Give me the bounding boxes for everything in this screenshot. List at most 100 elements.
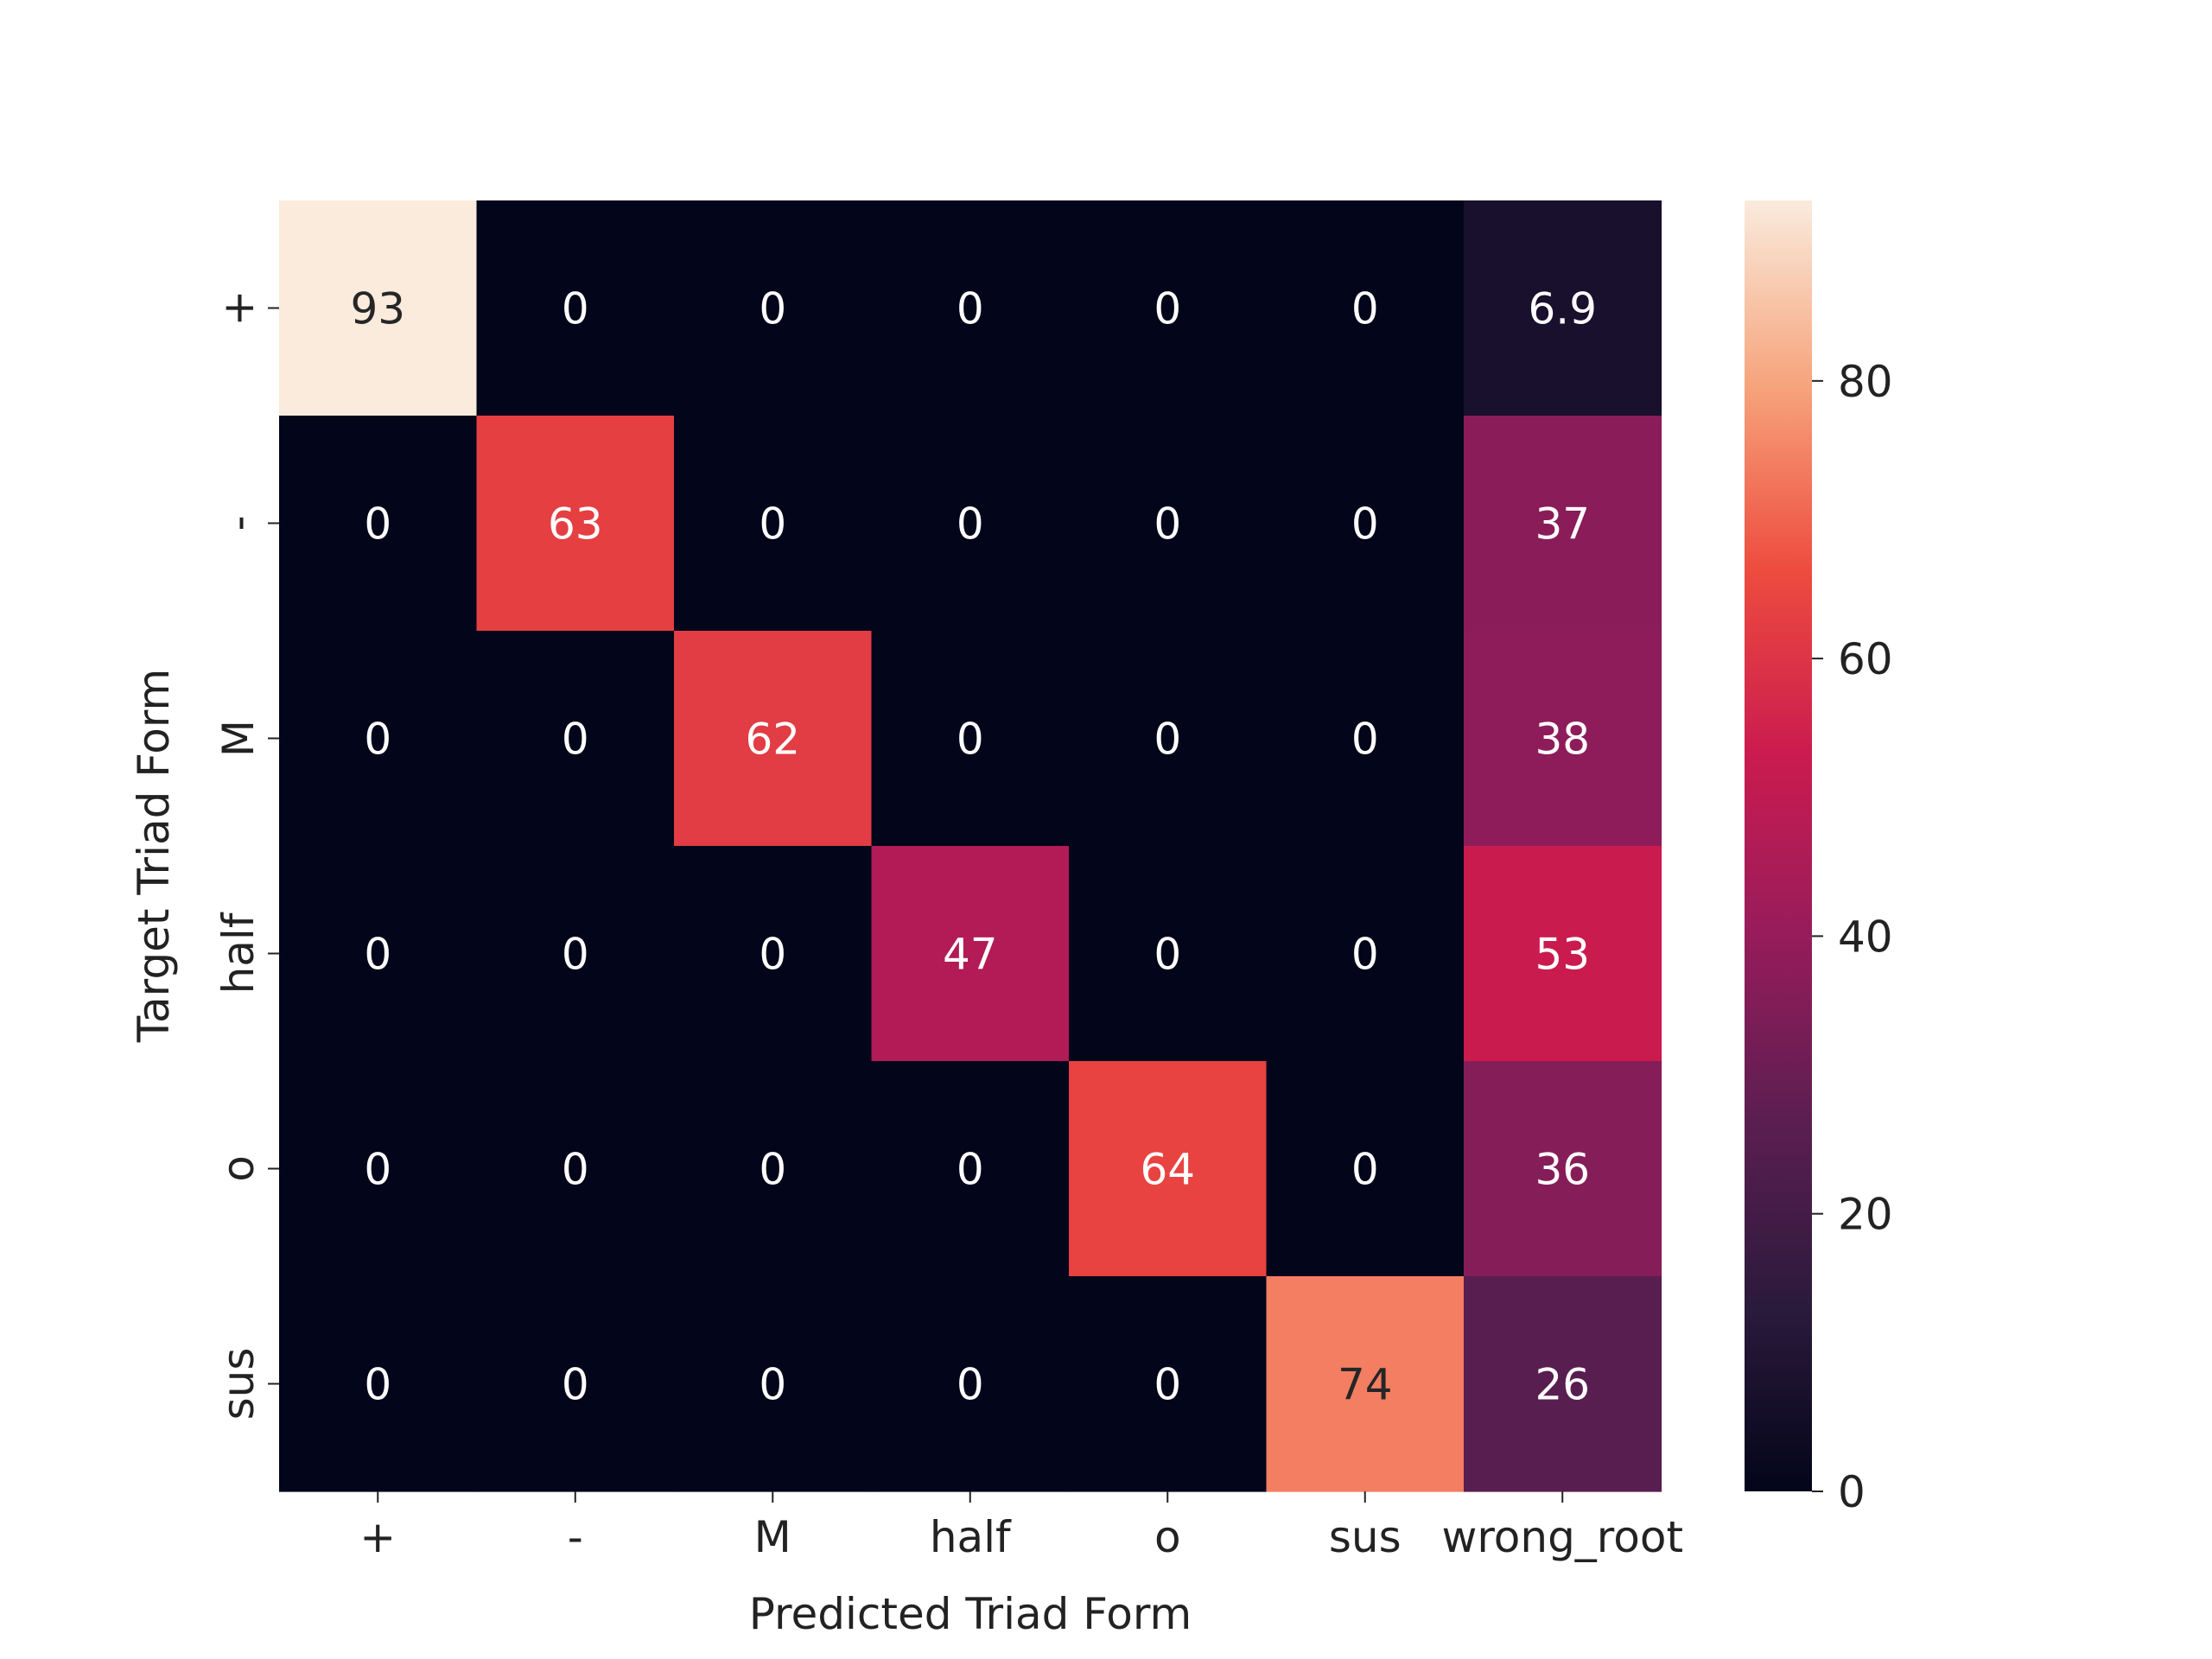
- x-tick-label: M: [754, 1512, 791, 1562]
- cell-annotation: 0: [562, 1145, 589, 1195]
- cell-annotation: 0: [1154, 499, 1181, 550]
- heatmap-cell: [871, 1061, 1070, 1277]
- cell-annotation: 0: [1351, 715, 1379, 765]
- heatmap-cell: [674, 846, 873, 1062]
- heatmap-cell: [674, 416, 873, 632]
- cell-annotation: 0: [759, 1145, 786, 1195]
- cell-annotation: 0: [364, 1360, 391, 1410]
- y-tick-label: -: [213, 515, 264, 531]
- cell-annotation: 0: [1351, 284, 1379, 334]
- cell-annotation: 64: [1140, 1145, 1195, 1195]
- cell-annotation: 0: [364, 715, 391, 765]
- cell-annotation: 26: [1535, 1360, 1590, 1410]
- cell-annotation: 62: [745, 715, 800, 765]
- x-tick-label: +: [359, 1512, 396, 1562]
- heatmap-cell: [1069, 1061, 1268, 1277]
- x-axis-label: Predicted Triad Form: [749, 1589, 1192, 1639]
- cell-annotation: 0: [759, 1360, 786, 1410]
- cell-annotation: 0: [957, 1360, 984, 1410]
- colorbar: 0 20 40 60 80: [1745, 200, 1893, 1517]
- heatmap-cell: [1069, 416, 1268, 632]
- cell-annotation: 0: [957, 499, 984, 550]
- heatmap-cell: [476, 200, 675, 416]
- heatmap-cell: [871, 846, 1070, 1062]
- heatmap-cell: [1266, 200, 1465, 416]
- heatmap-cell: [1464, 200, 1662, 416]
- y-tick-label: o: [213, 1155, 264, 1182]
- heatmap-cell: [871, 200, 1070, 416]
- cell-annotation: 47: [943, 930, 998, 980]
- cell-annotation: 37: [1535, 499, 1590, 550]
- cell-annotation: 0: [364, 1145, 391, 1195]
- x-tick-label: wrong_root: [1441, 1512, 1683, 1562]
- heatmap-cell: [1069, 846, 1268, 1062]
- heatmap-cell: [1266, 846, 1465, 1062]
- heatmap-cell: [476, 846, 675, 1062]
- cell-annotation: 0: [957, 715, 984, 765]
- heatmap-cell: [476, 416, 675, 632]
- cell-annotation: 0: [1351, 930, 1379, 980]
- cell-annotation: 0: [1351, 1145, 1379, 1195]
- y-tick-label: sus: [213, 1348, 264, 1421]
- heatmap-cell: [871, 1276, 1070, 1492]
- heatmap-cell: [1464, 631, 1662, 847]
- colorbar-tick-label: 80: [1838, 357, 1893, 407]
- colorbar-tick-label: 20: [1838, 1190, 1893, 1240]
- heatmap-cell: [871, 416, 1070, 632]
- heatmap-cell: [279, 631, 478, 847]
- cell-annotation: 0: [364, 930, 391, 980]
- cell-annotation: 0: [957, 284, 984, 334]
- heatmap-cell: [1069, 200, 1268, 416]
- cell-annotation: 0: [1154, 1360, 1181, 1410]
- heatmap-cell: [476, 631, 675, 847]
- colorbar-gradient: [1745, 200, 1812, 1491]
- heatmap-cell: [476, 1276, 675, 1492]
- cell-annotation: 0: [1351, 499, 1379, 550]
- heatmap-cell: [1266, 631, 1465, 847]
- y-axis-label: Target Triad Form: [129, 669, 179, 1043]
- cell-annotation: 0: [1154, 930, 1181, 980]
- cell-annotation: 36: [1535, 1145, 1590, 1195]
- heatmap-cell: [1266, 1276, 1465, 1492]
- cell-annotation: 0: [957, 1145, 984, 1195]
- heatmap-cell: [279, 846, 478, 1062]
- heatmap-cell: [279, 200, 478, 416]
- cell-annotation: 0: [562, 1360, 589, 1410]
- cell-annotation: 0: [562, 284, 589, 334]
- cell-annotation: 93: [350, 284, 405, 334]
- heatmap-cell: [1464, 1276, 1662, 1492]
- cell-annotation: 0: [364, 499, 391, 550]
- heatmap-cell: [1266, 1061, 1465, 1277]
- heatmap-cell: [1069, 1276, 1268, 1492]
- colorbar-tick-label: 40: [1838, 912, 1893, 962]
- cell-annotation: 53: [1535, 930, 1590, 980]
- y-tick-label: M: [213, 720, 264, 757]
- cell-annotation: 74: [1338, 1360, 1393, 1410]
- heatmap-cell: [674, 1061, 873, 1277]
- heatmap-cell: [674, 1276, 873, 1492]
- cell-annotation: 63: [548, 499, 603, 550]
- cell-annotation: 0: [1154, 715, 1181, 765]
- heatmap-cell: [476, 1061, 675, 1277]
- heatmap-cell: [1464, 416, 1662, 632]
- cell-annotation: 38: [1535, 715, 1590, 765]
- x-tick-label: half: [930, 1512, 1012, 1562]
- heatmap-cell: [1069, 631, 1268, 847]
- heatmap-cell: [674, 631, 873, 847]
- y-tick-label: +: [213, 290, 264, 327]
- cell-annotation: 0: [1154, 284, 1181, 334]
- cell-annotation: 0: [562, 930, 589, 980]
- colorbar-tick-label: 0: [1838, 1467, 1866, 1517]
- x-tick-label: o: [1154, 1512, 1181, 1562]
- heatmap-cells: [279, 200, 1662, 1492]
- heatmap-cell: [279, 416, 478, 632]
- heatmap-cell: [279, 1276, 478, 1492]
- x-tick-label: -: [568, 1512, 583, 1562]
- cell-annotation: 6.9: [1528, 284, 1597, 334]
- heatmap-cell: [1464, 1061, 1662, 1277]
- cell-annotations: 93 0 0 0 0 0 6.9 0 63 0 0 0 0 37 0 0 62 0 0 0 38 0 0 0 47 0 0 53 0 0 0…: [350, 284, 1597, 1410]
- colorbar-tick-label: 60: [1838, 634, 1893, 684]
